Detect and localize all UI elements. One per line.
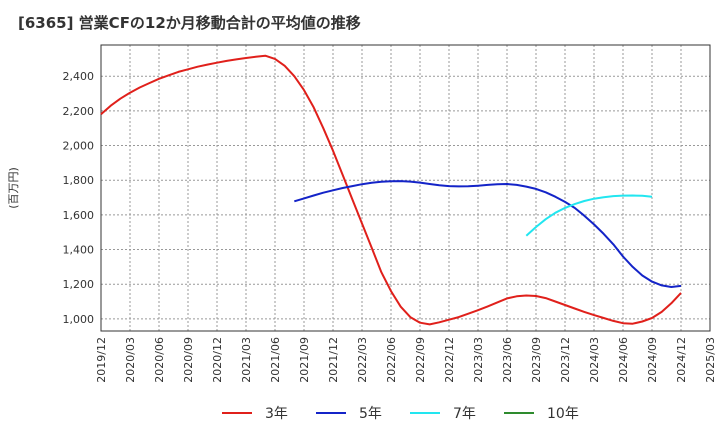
x-tick-label: 2021/12 (327, 337, 340, 383)
x-tick-label: 2024/09 (646, 337, 659, 383)
series-line (525, 194, 653, 237)
x-axis: 2019/12 2020/03 2020/06 2020/09 2020/12 2021/… (95, 337, 717, 383)
y-tick-label: 1,600 (63, 209, 95, 222)
x-tick-label: 2023/09 (530, 337, 543, 383)
y-tick-label: 2,400 (63, 70, 95, 83)
x-tick-label: 2025/03 (704, 337, 717, 383)
chart-title: [6365] 営業CFの12か月移動合計の平均値の推移 (18, 14, 361, 32)
x-tick-label: 2021/03 (240, 337, 253, 383)
series-layer (100, 54, 682, 326)
x-tick-label: 2020/06 (153, 337, 166, 383)
x-tick-label: 2023/03 (472, 337, 485, 383)
x-tick-label: 2021/09 (298, 337, 311, 383)
y-tick-label: 1,000 (63, 313, 95, 326)
x-tick-label: 2024/12 (675, 337, 688, 383)
x-tick-label: 2023/06 (501, 337, 514, 383)
y-tick-label: 2,200 (63, 105, 95, 118)
x-tick-label: 2022/09 (414, 337, 427, 383)
x-tick-label: 2022/03 (356, 337, 369, 383)
x-tick-label: 2020/03 (124, 337, 137, 383)
plot-frame (100, 44, 711, 332)
y-axis: 1,000 1,200 1,400 1,600 1,800 2,000 2,200 2,400 (63, 70, 95, 326)
y-axis-label: (百万円) (7, 167, 20, 209)
x-tick-label: 2020/12 (211, 337, 224, 383)
legend: 3年 5年 7年 10年 (222, 406, 579, 422)
x-tick-label: 2024/06 (617, 337, 630, 383)
y-tick-label: 1,400 (63, 244, 95, 257)
x-tick-label: 2021/06 (269, 337, 282, 383)
x-tick-label: 2023/12 (559, 337, 572, 383)
legend-label: 5年 (359, 406, 382, 422)
x-tick-label: 2022/12 (443, 337, 456, 383)
legend-label: 10年 (547, 406, 579, 422)
x-tick-label: 2024/03 (588, 337, 601, 383)
series-line (100, 54, 682, 326)
y-tick-label: 1,800 (63, 174, 95, 187)
x-tick-label: 2022/06 (385, 337, 398, 383)
legend-label: 7年 (453, 406, 476, 422)
x-tick-label: 2020/09 (182, 337, 195, 383)
grid (100, 45, 711, 331)
y-tick-label: 2,000 (63, 140, 95, 153)
x-tick-label: 2019/12 (95, 337, 108, 383)
legend-label: 3年 (265, 406, 288, 422)
y-tick-label: 1,200 (63, 278, 95, 291)
series-line (294, 180, 682, 288)
